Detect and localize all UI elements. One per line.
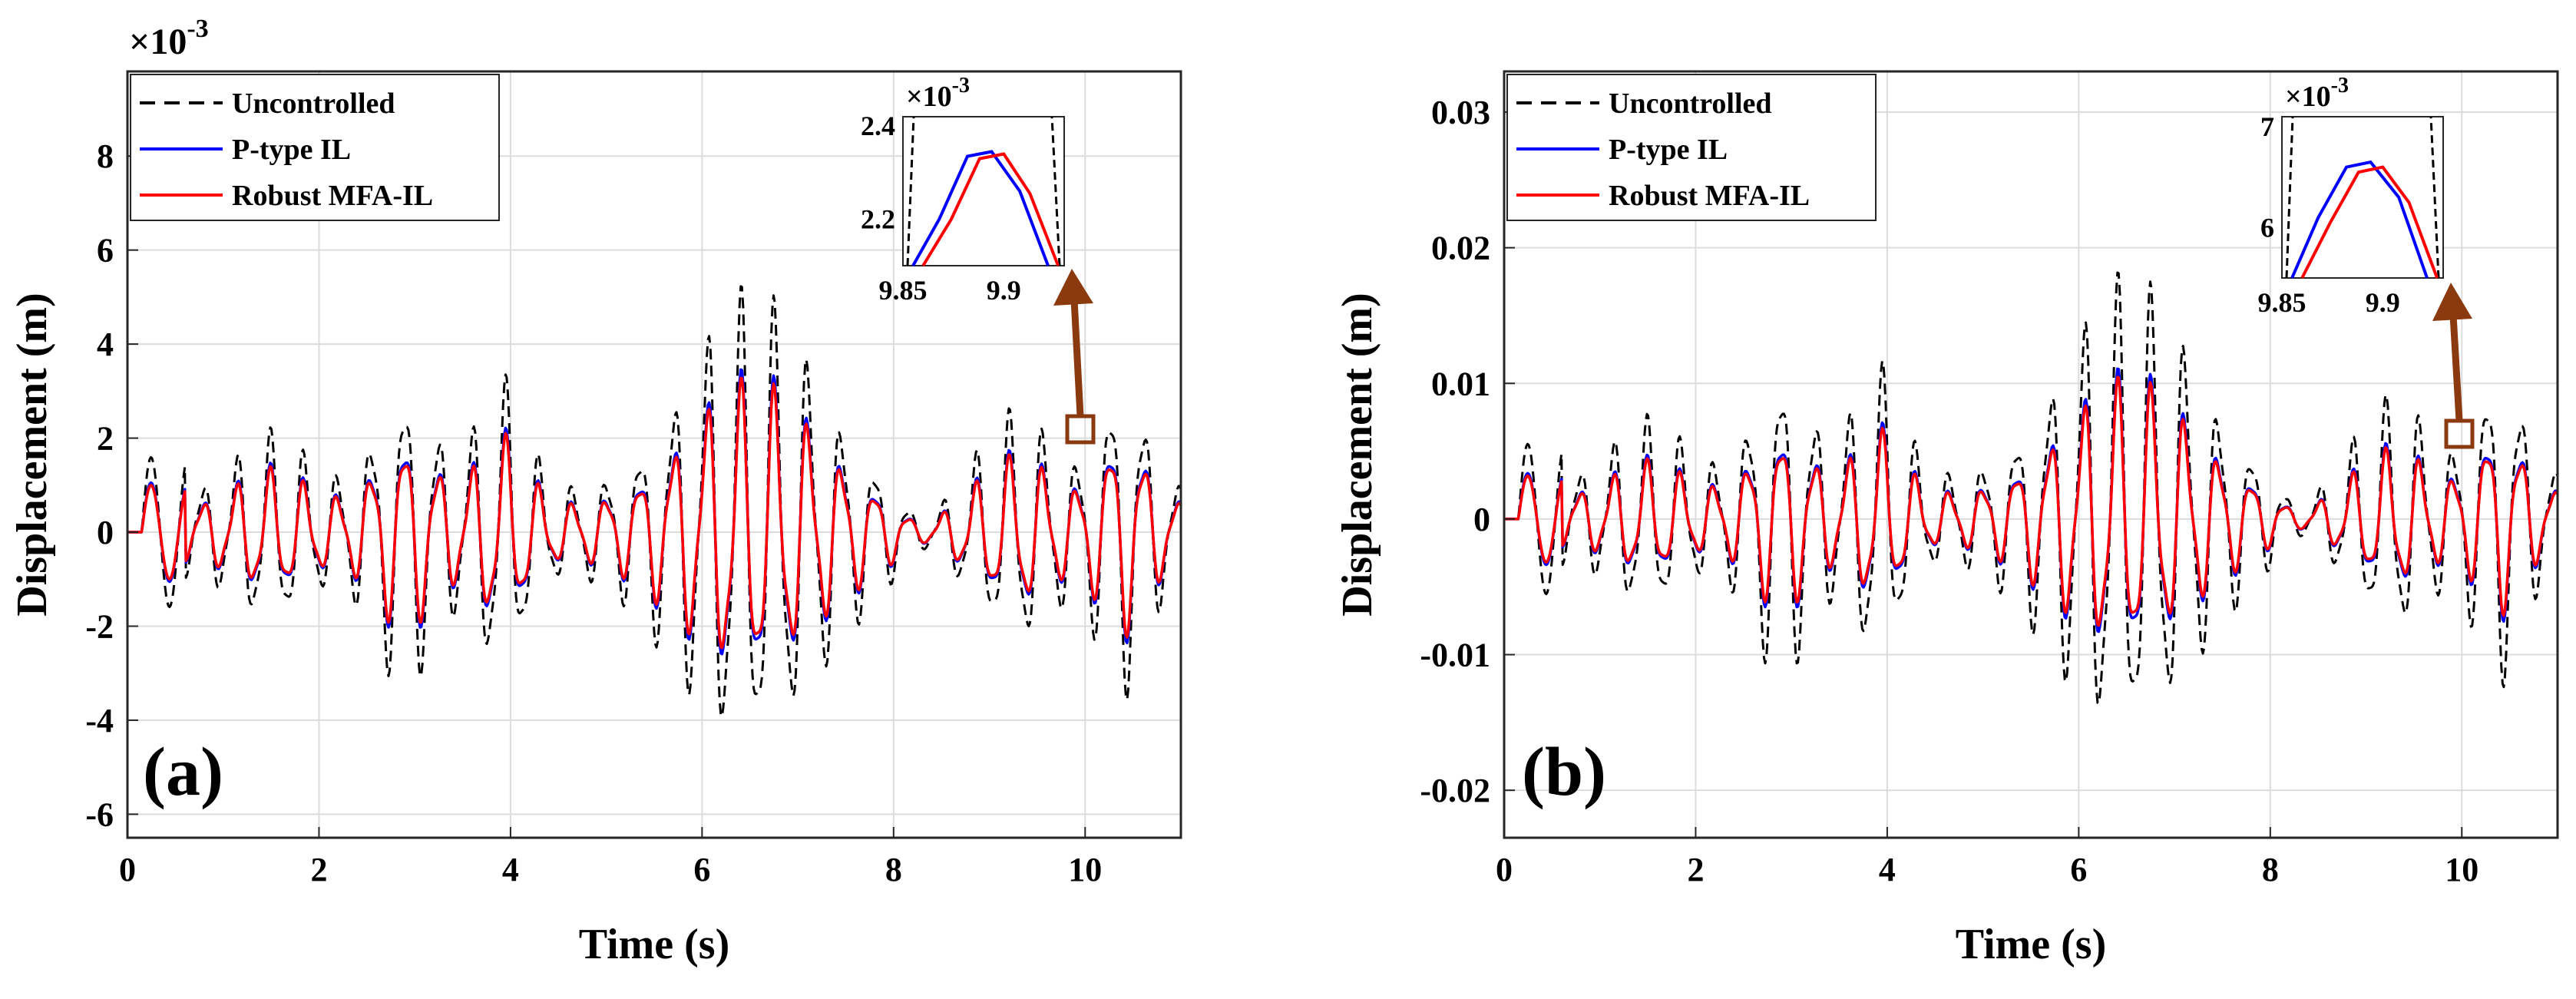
- x-tick-label: 8: [885, 851, 902, 888]
- inset-y-tick-label: 7: [2260, 111, 2274, 142]
- panel-a: 0 2 4 6 8 10 -6 -4 -2 0 2 4 6 8 ×10-3 Time (s) Displa…: [8, 15, 1182, 968]
- y-tick-label: 0: [1473, 501, 1490, 538]
- legend: Uncontrolled P-type IL Robust MFA-IL: [130, 74, 500, 221]
- y-tick-label: -0.02: [1420, 772, 1490, 809]
- inset-ptype-line: [2290, 160, 2429, 279]
- series-line-robust-mfa-il: [127, 376, 1181, 650]
- inset-y-tick-label: 2.2: [861, 203, 895, 234]
- axes-box: [126, 70, 1182, 839]
- legend-label-robust: Robust MFA-IL: [232, 180, 433, 212]
- ticks: 0 2 4 6 8 10 -6 -4 -2 0 2 4 6 8: [85, 137, 1102, 888]
- inset-y-tick-label: 6: [2260, 212, 2274, 243]
- legend-label-ptype: P-type IL: [1609, 134, 1728, 166]
- inset-robust-line: [921, 152, 1060, 267]
- y-axis-label: Displacement (m): [1334, 293, 1381, 616]
- legend-label-robust: Robust MFA-IL: [1609, 180, 1810, 212]
- inset-robust-line: [2300, 165, 2439, 279]
- zoom-arrow-head: [2432, 283, 2472, 321]
- panel-label: (b): [1522, 734, 1606, 810]
- inset-x-tick-label: 9.9: [987, 275, 1021, 306]
- inset-ticks: 9.85 9.9 6 7: [2258, 111, 2400, 318]
- y-tick-label: -6: [85, 796, 114, 833]
- legend-label-ptype: P-type IL: [232, 134, 351, 166]
- y-exponent: ×10-3: [129, 15, 209, 62]
- x-tick-label: 6: [693, 851, 710, 888]
- inset-exponent: ×10-3: [2285, 74, 2349, 113]
- inset-a: ×10-3 9.85 9.9 2.2 2.4: [861, 74, 1065, 306]
- x-tick-label: 4: [502, 851, 519, 888]
- inset-y-tick-label: 2.4: [861, 111, 895, 141]
- zoom-arrow: [1070, 299, 1084, 417]
- inset-uncontrolled-right: [2429, 116, 2440, 279]
- inset-x-tick-label: 9.85: [879, 275, 928, 306]
- y-tick-label: 2: [97, 420, 114, 458]
- series-line-uncontrolled: [127, 285, 1181, 718]
- ticks: 0 2 4 6 8 10 -0.02 -0.01 0 0.01 0.02 0.03: [1420, 94, 2478, 888]
- x-tick-label: 8: [2262, 851, 2279, 888]
- series-line-robust-mfa-il: [1504, 375, 2558, 627]
- inset-x-tick-label: 9.9: [2366, 287, 2400, 318]
- x-tick-label: 0: [119, 851, 136, 888]
- panel-label: (a): [143, 734, 223, 810]
- x-axis-label: Time (s): [1956, 921, 2107, 968]
- inset-b: ×10-3 9.85 9.9 6 7: [2258, 74, 2444, 318]
- y-tick-label: 0: [97, 514, 114, 551]
- legend: Uncontrolled P-type IL Robust MFA-IL: [1506, 74, 1877, 221]
- y-tick-label: -2: [85, 607, 114, 645]
- y-tick-label: -0.01: [1420, 637, 1490, 674]
- series-line-uncontrolled: [1504, 271, 2558, 705]
- x-tick-label: 10: [1068, 851, 1102, 888]
- x-tick-label: 2: [1687, 851, 1704, 888]
- axes-box: [1503, 70, 2559, 839]
- x-tick-label: 6: [2070, 851, 2087, 888]
- inset-ticks: 9.85 9.9 2.2 2.4: [861, 111, 1021, 306]
- y-axis-label: Displacement (m): [8, 293, 56, 616]
- y-tick-label: 8: [97, 137, 114, 175]
- x-tick-label: 10: [2445, 851, 2478, 888]
- y-tick-label: 0.01: [1431, 365, 1490, 402]
- x-axis-label: Time (s): [579, 921, 730, 968]
- y-tick-label: 4: [97, 326, 114, 363]
- inset-uncontrolled-right: [1050, 116, 1061, 266]
- y-tick-label: -4: [85, 702, 114, 739]
- inset-ptype-line: [911, 150, 1050, 266]
- inset-lines: [906, 116, 1061, 267]
- legend-label-uncontrolled: Uncontrolled: [1609, 88, 1772, 120]
- inset-exponent: ×10-3: [906, 74, 970, 113]
- zoom-arrow: [2449, 314, 2463, 422]
- x-tick-label: 2: [310, 851, 327, 888]
- inset-uncontrolled-left: [2285, 116, 2294, 279]
- legend-label-uncontrolled: Uncontrolled: [232, 88, 395, 120]
- zoom-arrow-head: [1053, 269, 1093, 306]
- inset-uncontrolled-left: [906, 116, 915, 266]
- x-tick-label: 0: [1496, 851, 1513, 888]
- y-tick-label: 0.02: [1431, 230, 1490, 267]
- y-tick-label: 0.03: [1431, 94, 1490, 131]
- series-layer: [127, 285, 1181, 718]
- series-layer: [1504, 271, 2558, 705]
- inset-lines: [2285, 116, 2440, 279]
- inset-x-tick-label: 9.85: [2258, 287, 2306, 318]
- y-tick-label: 6: [97, 232, 114, 270]
- x-tick-label: 4: [1879, 851, 1896, 888]
